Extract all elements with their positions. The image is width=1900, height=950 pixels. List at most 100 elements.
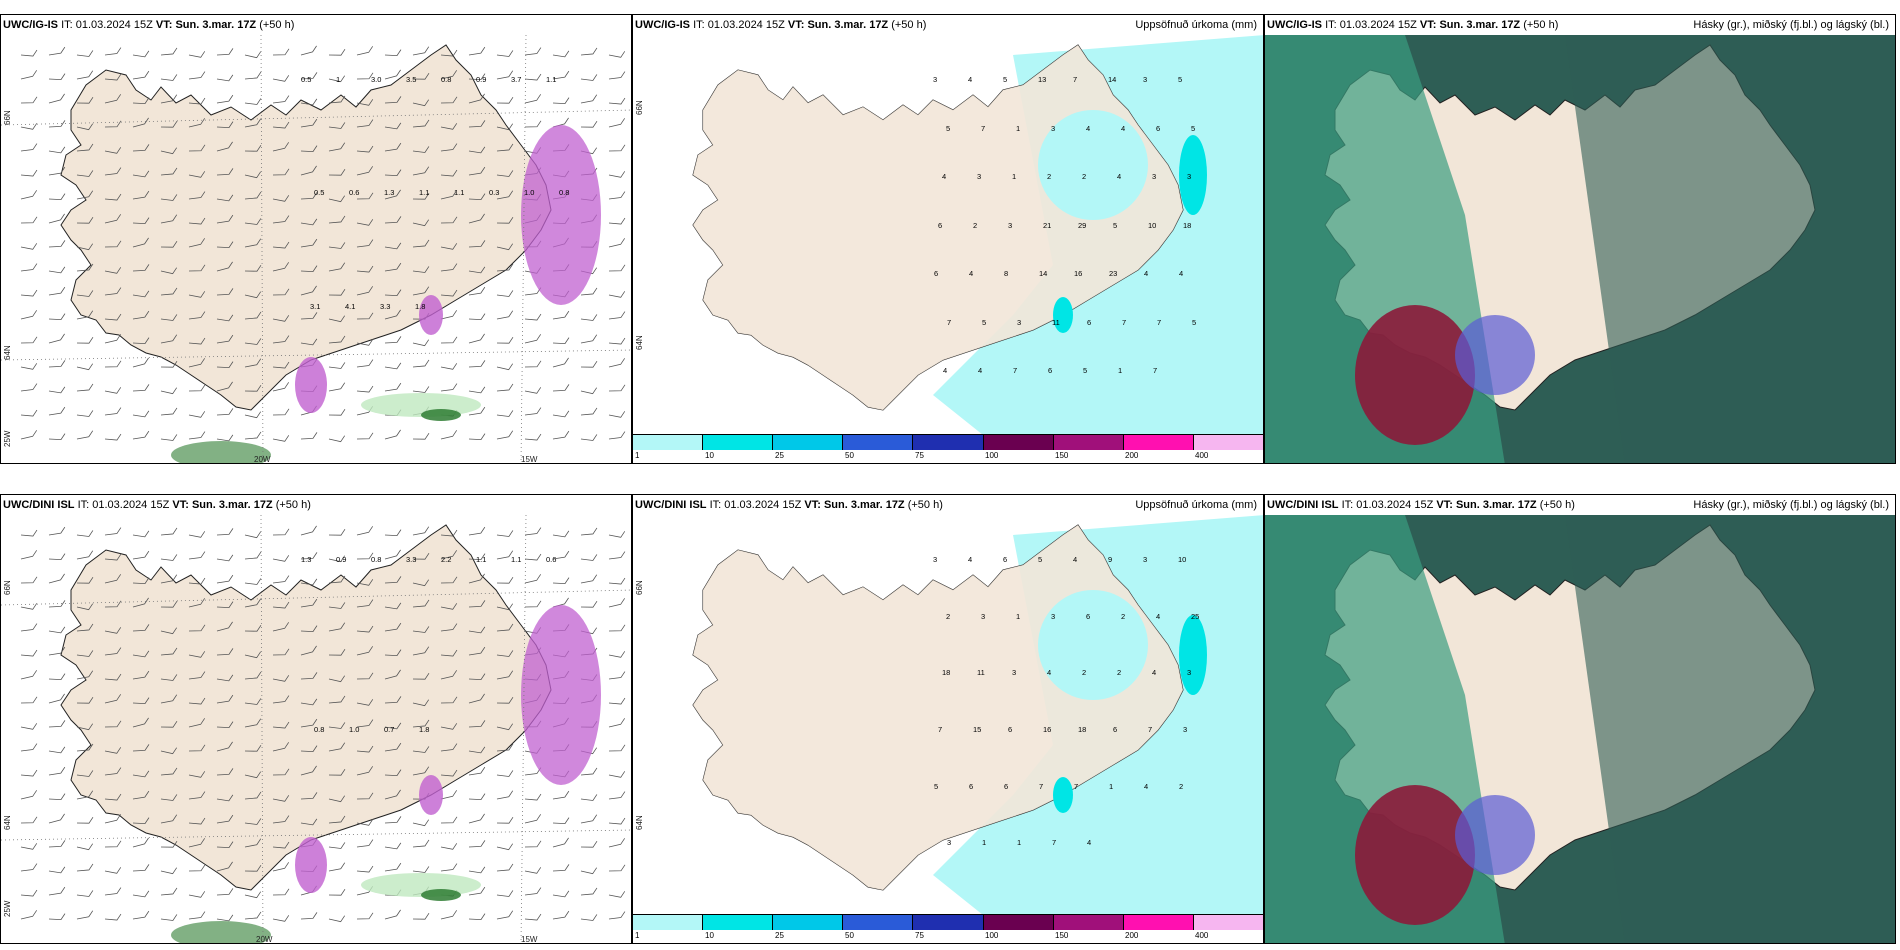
wind-barb (160, 240, 178, 248)
vt-value: Sun. 3.mar. 17Z (807, 19, 889, 31)
wind-barb (468, 266, 486, 274)
wind-barb (440, 623, 458, 632)
wind-barb (272, 382, 290, 392)
wind-barb (244, 551, 262, 560)
wind-barb (272, 888, 290, 896)
wind-barb (104, 694, 122, 704)
wind-barb (272, 575, 290, 584)
value-label: 0.9 (336, 555, 347, 564)
wind-barb (356, 599, 374, 608)
wind-barb (272, 168, 290, 176)
wind-barb (524, 360, 542, 368)
wind-barb (76, 723, 94, 731)
wind-barb (272, 601, 290, 609)
wind-barb (104, 600, 122, 608)
wind-barb (412, 699, 430, 707)
wind-barb (48, 866, 66, 874)
wind-barb (496, 670, 514, 680)
value-label: 5 (1038, 555, 1043, 564)
wind-barb (440, 243, 458, 250)
wind-barb (48, 146, 66, 154)
wind-barb (216, 434, 234, 442)
wind-barb (580, 814, 598, 824)
wind-barb (76, 290, 94, 297)
value-label: 0.5 (301, 75, 312, 84)
value-label: 3 (1051, 123, 1056, 133)
wind-barb (132, 50, 150, 58)
value-label: 5 (946, 123, 951, 133)
wind-barb (468, 746, 486, 754)
value-label: 18 (1183, 220, 1192, 230)
wind-barb (20, 743, 38, 752)
lat-label-64: 64N (635, 335, 644, 350)
wind-barb (608, 838, 626, 848)
wind-barb (496, 770, 514, 777)
wind-barb (132, 837, 149, 848)
precip-map (633, 15, 1263, 463)
wind-barb (328, 575, 346, 584)
high-cloud (1355, 785, 1475, 925)
colorbar-bin (1123, 915, 1194, 930)
wind-barb (384, 769, 402, 777)
wind-barb (412, 912, 430, 920)
wind-barb (132, 430, 150, 440)
wind-barb (496, 363, 514, 371)
wind-barb (524, 553, 542, 561)
wind-barb (412, 119, 430, 128)
wind-barb (608, 431, 626, 440)
wind-barb (580, 387, 598, 395)
model-name: UWC/IG-IS (1267, 19, 1322, 31)
precip-area (419, 295, 443, 335)
wind-barb (216, 814, 234, 824)
iceland-landmass (60, 524, 552, 891)
wind-barb (496, 290, 514, 297)
wind-barb (300, 192, 318, 200)
wind-barb (412, 219, 430, 227)
value-label: 5 (1003, 75, 1008, 84)
mid-cloud (1455, 315, 1535, 395)
wind-barb (356, 99, 374, 106)
value-label: 0.7 (384, 725, 395, 734)
wind-barb (328, 242, 346, 249)
wind-barb (216, 94, 234, 104)
wind-barb (132, 770, 150, 778)
wind-barb (384, 336, 402, 344)
lon-label-15: 15W (521, 935, 538, 944)
wind-barb (552, 864, 570, 872)
wind-panel-bottom: UWC/DINI ISL IT: 01.03.2024 15Z VT: Sun.… (0, 494, 632, 944)
wind-barb (300, 912, 318, 920)
wind-barb (328, 315, 346, 323)
wind-barb (76, 430, 94, 440)
wind-barb (20, 96, 38, 104)
vt-value: Sun. 3.mar. 17Z (823, 499, 905, 511)
value-label: 2 (1179, 781, 1184, 791)
wind-barb (412, 432, 430, 440)
value-label: 1 (1016, 123, 1021, 133)
it-label: IT: (709, 499, 722, 511)
wind-barb (440, 143, 458, 152)
value-label: 4 (1152, 668, 1157, 678)
value-label: 3.7 (511, 75, 522, 84)
wind-barb (412, 672, 430, 680)
wind-barb (188, 864, 206, 872)
colorbar-tick-label: 50 (845, 451, 854, 460)
wind-barb (384, 262, 402, 272)
wind-map (1, 15, 631, 463)
wind-barb (48, 673, 66, 681)
wind-barb (244, 744, 262, 752)
wind-barb (104, 913, 122, 921)
wind-barb (244, 358, 262, 368)
colorbar-tick-label: 1 (635, 931, 640, 940)
value-label: 3 (1187, 668, 1192, 678)
wind-barb (20, 649, 38, 657)
wind-barb (384, 216, 402, 224)
wind-barb (272, 528, 290, 536)
wind-barb (412, 626, 430, 633)
panel-title: Uppsöfnuð úrkoma (mm) (1135, 19, 1257, 31)
precip-panel-bottom: UWC/DINI ISL IT: 01.03.2024 15Z VT: Sun.… (632, 494, 1264, 944)
wind-barb (384, 789, 401, 800)
wind-barb (440, 363, 458, 370)
wind-barb (272, 742, 290, 752)
wind-barb (76, 310, 94, 320)
wind-barb (132, 577, 150, 585)
